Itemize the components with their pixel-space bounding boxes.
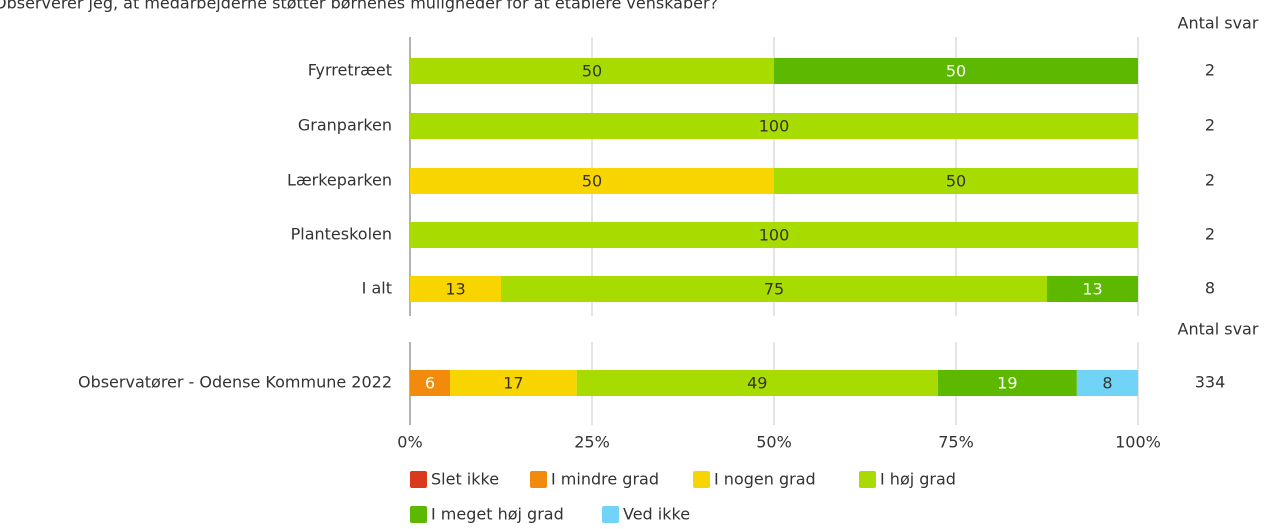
bar-segment [410, 276, 501, 302]
x-tick-label: 25% [574, 433, 610, 452]
x-tick-label: 0% [397, 433, 422, 452]
value-label: 19 [997, 374, 1017, 393]
legend-swatch [410, 471, 427, 488]
x-tick-label: 50% [756, 433, 792, 452]
legend-label: I mindre grad [551, 470, 659, 489]
bar-segment [410, 58, 774, 84]
bar-segment [410, 113, 1138, 139]
legend-label: I meget høj grad [431, 505, 564, 524]
bar-segment [937, 370, 1077, 396]
y-tick-label: I alt [362, 279, 392, 298]
legend-swatch [410, 506, 427, 523]
bar-segment [774, 58, 1138, 84]
value-label: 50 [582, 62, 602, 81]
value-label: 17 [503, 374, 523, 393]
count-header: Antal svar [1178, 320, 1259, 339]
x-tick-label: 100% [1115, 433, 1161, 452]
value-label: 13 [445, 280, 465, 299]
bar-segment [576, 370, 938, 396]
y-tick-label: Fyrretræet [308, 61, 392, 80]
y-tick-label: Planteskolen [291, 225, 392, 244]
count-label: 334 [1195, 373, 1226, 392]
value-label: 100 [759, 226, 790, 245]
value-label: 8 [1102, 374, 1112, 393]
count-label: 8 [1205, 279, 1215, 298]
y-tick-label: Observatører - Odense Kommune 2022 [78, 373, 392, 392]
bar-segment [774, 168, 1138, 194]
bar-segment [410, 370, 451, 396]
value-label: 6 [425, 374, 435, 393]
legend-label: Ved ikke [623, 505, 690, 524]
legend-swatch [530, 471, 547, 488]
chart-title: Observerer jeg, at medarbejderne støtter… [0, 0, 718, 13]
value-label: 50 [946, 62, 966, 81]
count-header: Antal svar [1178, 14, 1259, 33]
bar-segment [1076, 370, 1138, 396]
count-label: 2 [1205, 61, 1215, 80]
legend-label: I høj grad [880, 470, 956, 489]
value-label: 13 [1082, 280, 1102, 299]
y-tick-label: Lærkeparken [287, 171, 392, 190]
bar-segment [410, 222, 1138, 248]
legend-label: Slet ikke [431, 470, 499, 489]
legend-label: I nogen grad [714, 470, 816, 489]
value-label: 50 [946, 172, 966, 191]
count-label: 2 [1205, 116, 1215, 135]
legend-swatch [859, 471, 876, 488]
count-label: 2 [1205, 225, 1215, 244]
legend-swatch [693, 471, 710, 488]
value-label: 100 [759, 117, 790, 136]
x-tick-label: 75% [938, 433, 974, 452]
bar-segment [1047, 276, 1138, 302]
legend-swatch [602, 506, 619, 523]
y-tick-label: Granparken [298, 116, 392, 135]
value-label: 50 [582, 172, 602, 191]
value-label: 75 [764, 280, 784, 299]
count-label: 2 [1205, 171, 1215, 190]
bar-segment [410, 168, 774, 194]
bar-segment [501, 276, 1047, 302]
bar-segment [450, 370, 577, 396]
value-label: 49 [747, 374, 767, 393]
